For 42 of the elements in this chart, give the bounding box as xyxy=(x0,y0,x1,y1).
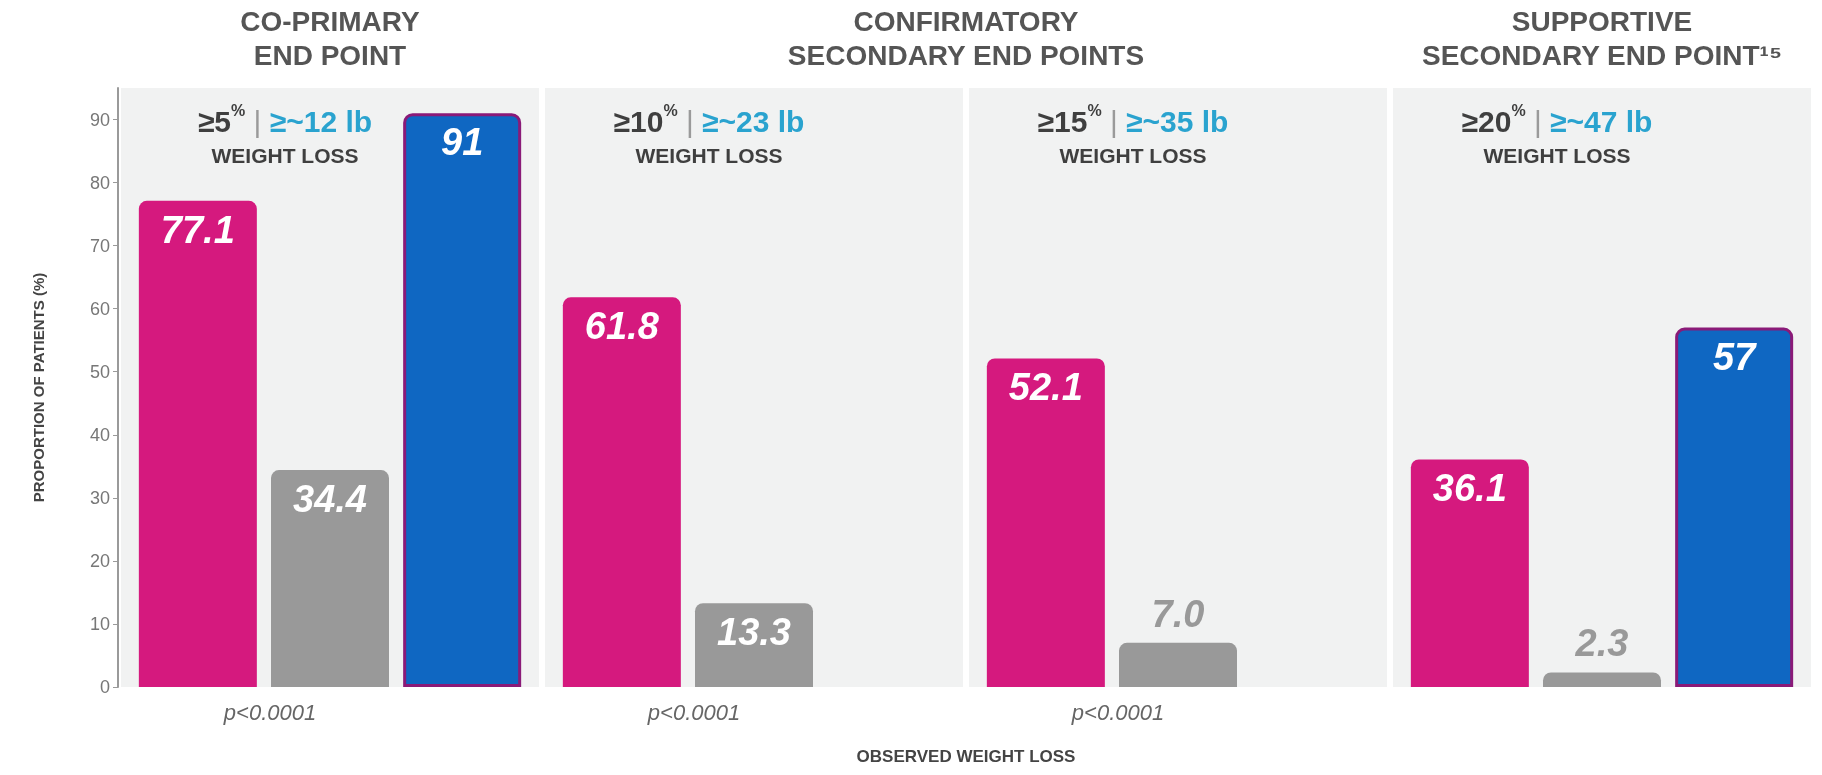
bar xyxy=(695,603,813,687)
bar xyxy=(1675,327,1794,687)
data-label: 52.1 xyxy=(1008,366,1083,409)
bar xyxy=(1410,459,1529,687)
text: p<0.0001 xyxy=(222,699,317,725)
x-axis-title: OBSERVED WEIGHT LOSS xyxy=(856,747,1076,766)
y-tick-label: 90 xyxy=(89,109,110,130)
data-label: 77.1 xyxy=(160,208,235,251)
y-tick-label: 10 xyxy=(89,613,110,634)
y-axis-title: PROPORTION OF PATIENTS (%) xyxy=(30,272,47,503)
x-tick-label: ≥15% | ≥~35 lb WEIGHT LOSS xyxy=(1037,101,1229,167)
text: p<0.0001 xyxy=(1070,699,1165,725)
y-tick-label: 50 xyxy=(89,361,110,382)
text: CONFIRMATORY SECONDARY END POINTS xyxy=(787,5,1145,71)
data-label: 61.8 xyxy=(584,305,660,348)
bar xyxy=(138,200,257,687)
text: CO-PRIMARY END POINT xyxy=(240,5,421,71)
bar xyxy=(562,297,681,687)
y-tick-label: 0 xyxy=(99,677,110,697)
y-tick-label: 30 xyxy=(89,487,110,508)
bar xyxy=(1119,642,1237,687)
x-tick-label: ≥10% | ≥~23 lb WEIGHT LOSS xyxy=(613,101,805,167)
bar xyxy=(986,358,1105,687)
y-tick-label: 60 xyxy=(89,298,110,319)
text: SUPPORTIVE SECONDARY END POINT¹⁵ xyxy=(1421,5,1783,71)
y-tick-label: 80 xyxy=(89,172,110,193)
x-tick-label: ≥20% | ≥~47 lb WEIGHT LOSS xyxy=(1461,101,1653,167)
y-tick-label: 40 xyxy=(89,424,110,445)
x-tick-label: ≥5% | ≥~12 lb WEIGHT LOSS xyxy=(197,101,373,167)
bar xyxy=(1543,672,1661,687)
data-label: 36.1 xyxy=(1432,467,1507,510)
data-label: 13.3 xyxy=(717,611,791,654)
y-tick-label: 20 xyxy=(89,550,110,571)
data-label: 2.3 xyxy=(1574,622,1629,665)
y-tick-label: 70 xyxy=(89,235,110,256)
data-label: 7.0 xyxy=(1151,592,1205,635)
data-label: 57 xyxy=(1713,335,1758,378)
bar xyxy=(271,470,389,687)
data-label: 91 xyxy=(441,121,484,164)
data-label: 34.4 xyxy=(293,478,367,521)
text: p<0.0001 xyxy=(646,699,741,725)
bar xyxy=(403,113,522,687)
